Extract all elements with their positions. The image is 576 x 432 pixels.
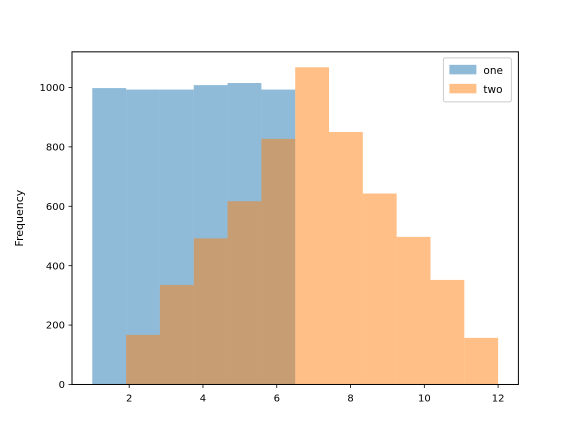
y-tick-label: 0 — [59, 380, 65, 391]
x-tick-label: 12 — [492, 393, 505, 404]
bar-two-2 — [193, 238, 228, 385]
bar-two-7 — [362, 193, 397, 385]
y-tick-label: 200 — [46, 321, 65, 332]
bar-two-0 — [126, 334, 160, 385]
bar-one-0 — [92, 88, 127, 385]
x-tick-label: 6 — [274, 393, 280, 404]
legend-label-one: one — [483, 65, 503, 77]
bar-two-8 — [396, 236, 431, 385]
x-tick-label: 2 — [126, 393, 132, 404]
y-axis-label: Frequency — [13, 189, 26, 246]
histogram-bars — [92, 67, 499, 385]
y-tick-label: 600 — [46, 202, 65, 213]
bar-two-6 — [329, 132, 363, 385]
bar-two-1 — [159, 284, 194, 385]
bar-two-9 — [430, 279, 465, 385]
legend-swatch-two — [449, 83, 477, 94]
x-tick-label: 10 — [418, 393, 431, 404]
y-tick-label: 1000 — [40, 83, 65, 94]
legend: one two — [442, 57, 512, 103]
x-tick-label: 4 — [200, 393, 206, 404]
x-tick-label: 8 — [347, 393, 353, 404]
bar-two-10 — [464, 337, 499, 385]
y-tick-label: 800 — [46, 142, 65, 153]
legend-label-two: two — [483, 84, 502, 96]
x-axis: 2 4 6 8 10 12 — [126, 384, 504, 404]
y-axis: 0 200 400 600 800 1000 — [40, 83, 72, 391]
bar-two-4 — [261, 138, 296, 385]
bar-two-3 — [227, 201, 262, 385]
plot-frame — [71, 51, 519, 385]
y-tick-label: 400 — [46, 261, 65, 272]
bar-two-5 — [295, 67, 330, 385]
legend-swatch-one — [449, 64, 477, 75]
